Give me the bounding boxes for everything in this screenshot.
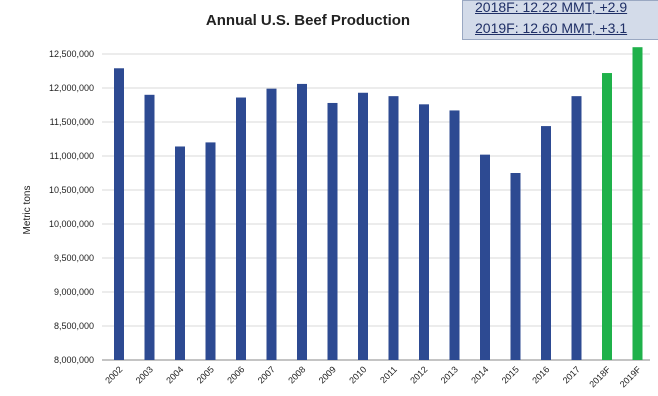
x-tick-label: 2005 <box>195 364 216 385</box>
bar-2006 <box>236 97 246 361</box>
y-tick-label: 10,000,000 <box>49 219 94 229</box>
y-tick-label: 11,500,000 <box>50 117 94 127</box>
y-tick-label: 9,500,000 <box>54 253 94 263</box>
bar-2017 <box>571 96 582 360</box>
annotation-2019: 2019F: 12.60 MMT, +3.1 <box>475 20 628 36</box>
x-tick-label: 2011 <box>378 364 399 385</box>
bar-2012 <box>419 104 429 360</box>
y-tick-label: 12,000,000 <box>49 83 94 93</box>
x-tick-label: 2004 <box>164 364 185 385</box>
bar-2010 <box>358 92 368 360</box>
x-tick-label: 2006 <box>225 364 246 385</box>
bar-2005 <box>205 142 216 360</box>
x-tick-label: 2015 <box>500 364 521 385</box>
x-tick-label: 2019F <box>618 364 643 389</box>
bars <box>114 47 643 361</box>
bar-2008 <box>297 83 307 361</box>
x-axis-ticks: 2002 2003 2004 2005 2006 2007 2008 2009 2010 2011… <box>103 364 643 389</box>
x-tick-label: 2012 <box>408 364 429 385</box>
gridlines <box>102 53 650 361</box>
chart-title: Annual U.S. Beef Production <box>206 12 410 29</box>
x-tick-label: 2013 <box>439 364 460 385</box>
bar-2013 <box>449 110 460 360</box>
x-tick-label: 2016 <box>530 364 551 385</box>
bar-2016 <box>541 126 551 360</box>
y-tick-label: 8,000,000 <box>54 355 94 365</box>
bar-2019f <box>632 47 643 360</box>
bar-2007 <box>266 88 277 361</box>
y-tick-label: 12,500,000 <box>49 49 94 59</box>
bar-2018f <box>602 73 612 360</box>
x-tick-label: 2018F <box>587 364 612 389</box>
bar-2004 <box>175 146 185 360</box>
x-tick-label: 2002 <box>103 364 124 385</box>
x-tick-label: 2007 <box>256 364 277 385</box>
y-tick-label: 10,500,000 <box>49 185 94 195</box>
x-tick-label: 2010 <box>347 364 368 385</box>
x-tick-label: 2003 <box>134 364 155 385</box>
annotation-2018: 2018F: 12.22 MMT, +2.9 <box>475 0 628 15</box>
y-tick-label: 11,000,000 <box>50 151 94 161</box>
x-tick-label: 2017 <box>561 364 582 385</box>
x-tick-label: 2009 <box>317 364 338 385</box>
forecast-annotation-box: 2018F: 12.22 MMT, +2.9 2019F: 12.60 MMT,… <box>462 0 658 40</box>
bar-2002 <box>114 68 124 360</box>
y-axis-ticks: 12,500,000 12,000,000 11,500,000 11,000,000… <box>49 49 94 365</box>
bar-2011 <box>388 96 399 360</box>
x-tick-label: 2014 <box>469 364 490 385</box>
bar-2003 <box>144 94 155 361</box>
y-tick-label: 8,500,000 <box>54 321 94 331</box>
bar-2014 <box>480 154 490 360</box>
bar-2009 <box>327 102 338 361</box>
y-tick-label: 9,000,000 <box>54 287 94 297</box>
bar-2015 <box>510 173 521 360</box>
x-tick-label: 2008 <box>286 364 307 385</box>
y-axis-label: Metric tons <box>22 186 33 235</box>
